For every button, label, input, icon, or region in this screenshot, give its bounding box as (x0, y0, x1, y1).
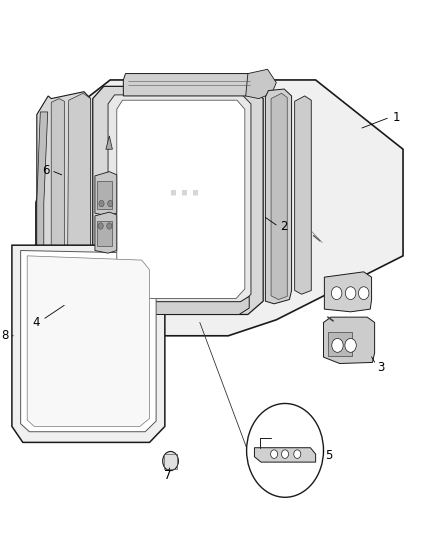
Text: 2: 2 (280, 220, 288, 233)
Text: |||: ||| (181, 189, 187, 195)
Circle shape (271, 450, 278, 458)
Polygon shape (12, 245, 165, 442)
Text: 4: 4 (32, 316, 40, 329)
Polygon shape (36, 80, 403, 336)
Text: 1: 1 (393, 111, 400, 124)
Polygon shape (67, 93, 91, 296)
Polygon shape (93, 86, 263, 314)
Polygon shape (37, 201, 48, 290)
Polygon shape (271, 93, 287, 300)
Polygon shape (51, 99, 64, 293)
Polygon shape (265, 89, 292, 304)
Polygon shape (117, 100, 245, 298)
Polygon shape (95, 212, 117, 253)
Polygon shape (95, 172, 117, 216)
Bar (97, 221, 113, 246)
Circle shape (345, 338, 356, 352)
Bar (328, 332, 352, 356)
Circle shape (332, 338, 343, 352)
Polygon shape (27, 256, 149, 426)
Bar (164, 454, 177, 469)
Text: 7: 7 (164, 469, 172, 482)
Circle shape (99, 200, 104, 207)
Polygon shape (106, 136, 113, 149)
Circle shape (98, 223, 103, 229)
Circle shape (345, 287, 356, 300)
Circle shape (332, 287, 342, 300)
Circle shape (162, 451, 178, 471)
Text: |||: ||| (192, 189, 198, 195)
Circle shape (107, 223, 112, 229)
Polygon shape (108, 296, 249, 314)
Polygon shape (108, 95, 251, 305)
Polygon shape (295, 96, 311, 294)
Bar (97, 181, 113, 209)
Text: 3: 3 (378, 361, 385, 374)
Polygon shape (324, 317, 374, 364)
Polygon shape (254, 448, 316, 462)
Circle shape (294, 450, 301, 458)
Circle shape (247, 403, 324, 497)
Text: |||: ||| (170, 189, 177, 195)
Circle shape (108, 200, 113, 207)
Text: 6: 6 (42, 164, 49, 177)
Polygon shape (21, 251, 156, 432)
Text: 8: 8 (1, 329, 8, 342)
Circle shape (282, 450, 289, 458)
Text: 5: 5 (325, 449, 332, 462)
Polygon shape (37, 92, 91, 298)
Polygon shape (325, 272, 371, 312)
Circle shape (358, 287, 369, 300)
Polygon shape (246, 69, 276, 99)
Polygon shape (124, 74, 258, 96)
Polygon shape (37, 112, 48, 290)
